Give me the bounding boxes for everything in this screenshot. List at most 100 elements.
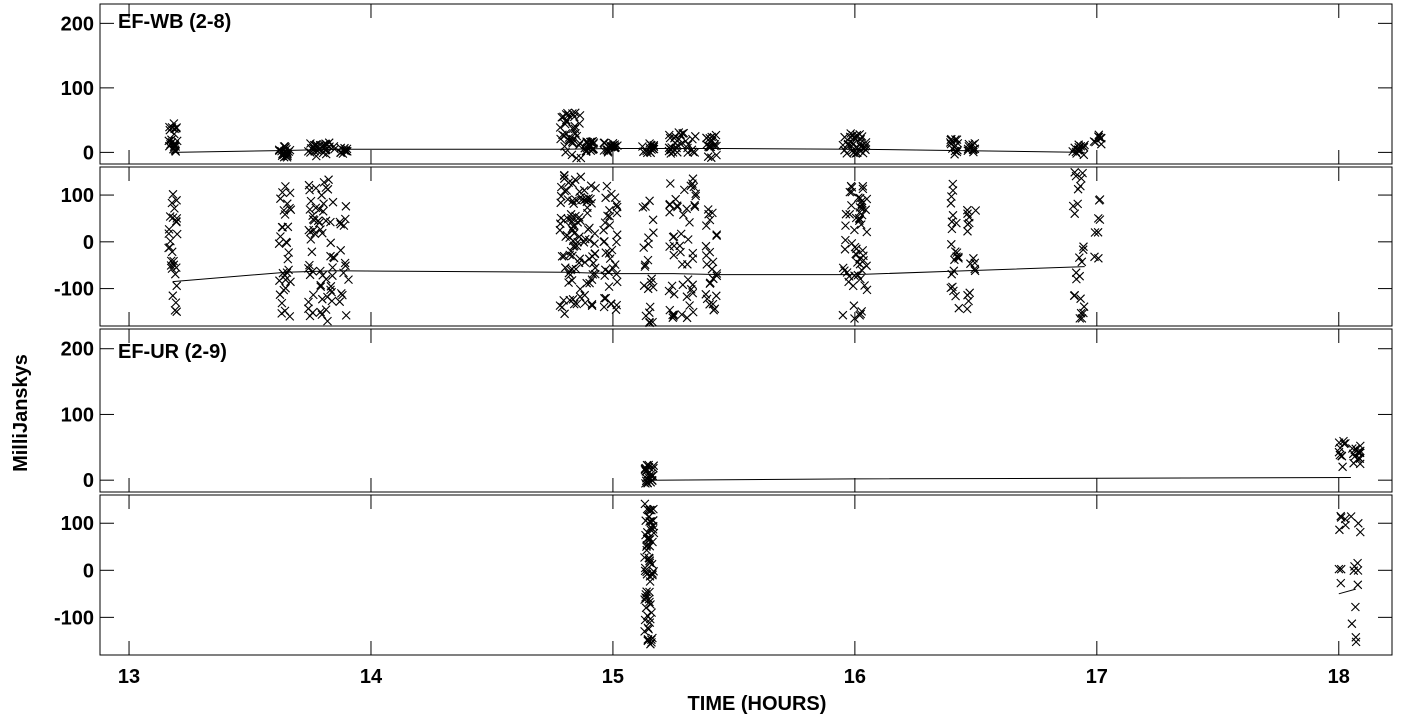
data-point-x-marker	[335, 217, 345, 227]
data-point-x-marker	[702, 133, 711, 143]
data-point-x-marker	[1339, 436, 1348, 446]
data-point-x-marker	[1336, 513, 1346, 522]
data-point-x-marker	[683, 235, 693, 244]
data-point-x-marker	[649, 504, 658, 514]
data-point-x-marker	[688, 147, 698, 157]
data-point-x-marker	[601, 248, 611, 258]
data-point-x-marker	[852, 250, 861, 259]
data-point-x-marker	[646, 600, 655, 609]
data-point-x-marker	[648, 633, 657, 643]
data-point-x-marker	[600, 218, 610, 227]
data-point-x-marker	[673, 202, 682, 212]
data-point-x-marker	[648, 317, 657, 327]
data-point-x-marker	[688, 174, 698, 184]
data-point-x-marker	[642, 587, 651, 597]
data-point-x-marker	[341, 201, 351, 211]
data-point-x-marker	[645, 505, 655, 515]
data-point-x-marker	[1334, 564, 1344, 574]
data-point-x-marker	[840, 145, 849, 155]
data-point-x-marker	[708, 257, 718, 267]
data-point-x-marker	[172, 281, 182, 291]
data-point-x-marker	[642, 567, 651, 577]
data-point-x-marker	[708, 274, 718, 283]
data-point-x-marker	[672, 201, 682, 211]
data-point-x-marker	[1335, 525, 1344, 535]
data-point-x-marker	[1094, 130, 1104, 140]
data-point-x-marker	[568, 196, 577, 206]
data-point-x-marker	[648, 521, 658, 531]
data-point-x-marker	[341, 146, 351, 156]
data-point-x-marker	[586, 194, 595, 204]
data-point-x-marker	[170, 145, 180, 154]
x-tick-label: 18	[1328, 666, 1350, 688]
data-point-x-marker	[1346, 512, 1356, 521]
y-tick-label: 200	[61, 339, 94, 361]
data-point-x-marker	[168, 213, 178, 222]
data-point-x-marker	[281, 283, 290, 293]
data-point-x-marker	[690, 202, 700, 212]
data-point-x-marker	[567, 264, 577, 274]
data-point-x-marker	[582, 278, 592, 288]
data-point-x-marker	[590, 239, 599, 249]
data-point-x-marker	[644, 533, 654, 542]
data-point-x-marker	[965, 288, 975, 298]
data-point-x-marker	[679, 210, 688, 220]
data-point-x-marker	[311, 203, 321, 213]
data-point-x-marker	[172, 307, 182, 317]
data-point-x-marker	[712, 230, 722, 239]
data-point-x-marker	[317, 294, 327, 304]
data-point-x-marker	[285, 188, 295, 198]
data-point-x-marker	[669, 241, 679, 251]
data-point-x-marker	[669, 289, 679, 299]
data-point-x-marker	[1079, 150, 1089, 160]
data-point-x-marker	[647, 469, 656, 479]
data-point-x-marker	[603, 145, 612, 154]
data-point-x-marker	[569, 112, 579, 122]
data-point-x-marker	[947, 269, 957, 279]
data-point-x-marker	[274, 239, 284, 249]
data-point-x-marker	[575, 111, 585, 120]
data-point-x-marker	[315, 266, 325, 276]
data-point-x-marker	[705, 279, 715, 288]
data-point-x-marker	[674, 128, 684, 137]
data-point-x-marker	[344, 275, 353, 284]
data-point-x-marker	[1094, 196, 1104, 205]
data-point-x-marker	[165, 122, 174, 132]
data-point-x-marker	[1093, 214, 1103, 223]
data-point-x-marker	[947, 224, 957, 234]
data-point-x-marker	[690, 131, 700, 141]
data-point-x-marker	[166, 256, 176, 266]
data-point-x-marker	[555, 225, 565, 235]
data-point-x-marker	[280, 142, 290, 151]
data-point-x-marker	[1078, 245, 1088, 255]
data-point-x-marker	[647, 471, 656, 481]
data-point-x-marker	[952, 147, 962, 157]
data-point-x-marker	[603, 147, 613, 157]
data-point-x-marker	[706, 153, 716, 163]
data-point-x-marker	[321, 305, 331, 314]
data-point-x-marker	[645, 196, 654, 206]
data-point-x-marker	[643, 611, 652, 621]
data-point-x-marker	[1355, 446, 1365, 456]
data-point-x-marker	[319, 199, 328, 209]
y-tick-label: 100	[61, 404, 94, 426]
data-point-x-marker	[164, 229, 174, 238]
data-point-x-marker	[710, 139, 720, 149]
data-point-x-marker	[838, 140, 848, 150]
y-tick-label: 0	[83, 560, 94, 582]
data-point-x-marker	[862, 227, 872, 237]
data-point-x-marker	[679, 185, 689, 195]
data-point-x-marker	[690, 200, 699, 210]
data-point-x-marker	[640, 260, 650, 270]
data-point-x-marker	[172, 229, 182, 239]
data-point-x-marker	[329, 253, 339, 263]
y-tick-label: 0	[83, 232, 94, 254]
data-point-x-marker	[1347, 444, 1357, 453]
x-tick-label: 14	[360, 666, 383, 688]
data-point-x-marker	[612, 230, 622, 240]
data-point-x-marker	[309, 215, 319, 225]
data-point-x-marker	[313, 146, 322, 155]
data-point-x-marker	[321, 149, 331, 159]
data-point-x-marker	[668, 232, 678, 242]
data-point-x-marker	[606, 299, 616, 308]
